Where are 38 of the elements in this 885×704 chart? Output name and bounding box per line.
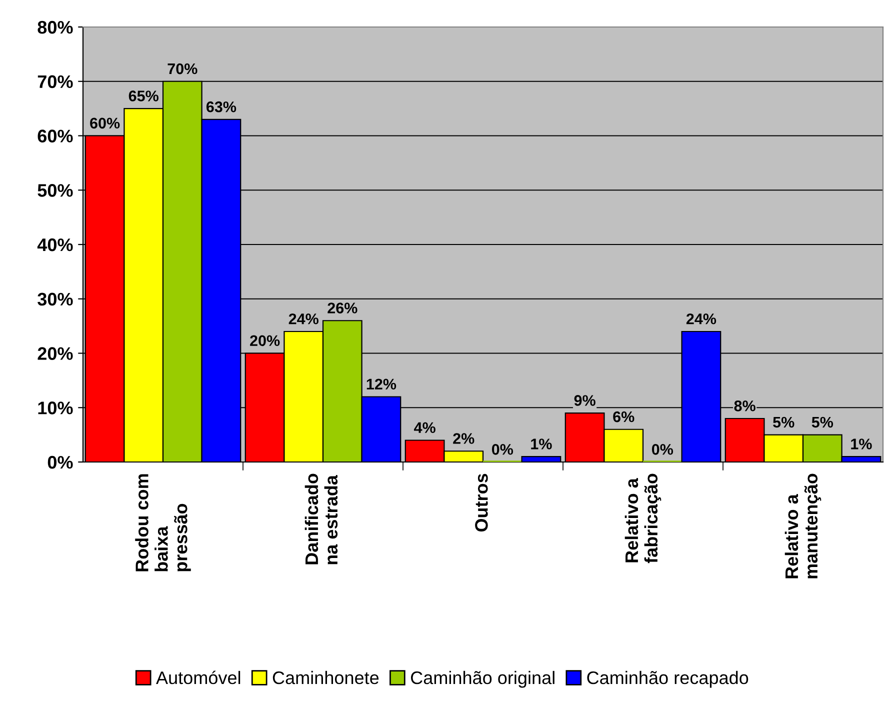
data-label: 4% — [414, 422, 436, 434]
x-tick-label: Relativo a manutenção — [784, 474, 822, 578]
data-label: 63% — [206, 101, 236, 112]
y-tick-label: 80% — [38, 20, 73, 34]
data-label: 24% — [288, 313, 318, 324]
legend-label: Caminhão original — [410, 670, 554, 688]
y-tick-label: 20% — [38, 347, 73, 360]
data-label: 60% — [90, 118, 120, 129]
data-label: 24% — [686, 313, 716, 324]
data-label: 6% — [613, 411, 634, 422]
y-tick-label: 30% — [38, 292, 73, 306]
data-label: 1% — [531, 438, 552, 450]
data-label: 2% — [453, 433, 474, 444]
legend-label: Automóvel — [156, 670, 240, 684]
y-tick-label: 40% — [37, 238, 73, 252]
x-tick-label: Relativo a fabricação — [624, 474, 662, 564]
data-label: 20% — [250, 335, 280, 346]
data-label: 5% — [773, 416, 794, 428]
data-label: 26% — [328, 302, 358, 314]
legend-label: Caminhão recapado — [587, 670, 748, 688]
data-label: 12% — [366, 378, 396, 390]
data-label: 5% — [812, 416, 834, 428]
x-tick-label: Danificado na estrada — [304, 474, 338, 564]
x-tick-label: Rodou com baixa pressão — [135, 474, 191, 572]
data-label: 65% — [128, 90, 158, 102]
x-tick-label: Outros — [475, 474, 488, 532]
data-label: 0% — [652, 444, 674, 455]
data-label: 70% — [168, 63, 198, 74]
y-tick-label: 0% — [48, 456, 73, 469]
y-tick-label: 50% — [38, 184, 73, 197]
legend-label: Caminhonete — [272, 670, 379, 684]
data-label: 1% — [851, 438, 872, 450]
y-tick-label: 10% — [38, 402, 73, 414]
y-tick-label: 60% — [38, 130, 73, 142]
data-label: 9% — [574, 395, 596, 406]
data-label: 8% — [734, 400, 756, 412]
data-label: 0% — [492, 444, 514, 455]
y-tick-label: 70% — [38, 75, 73, 88]
